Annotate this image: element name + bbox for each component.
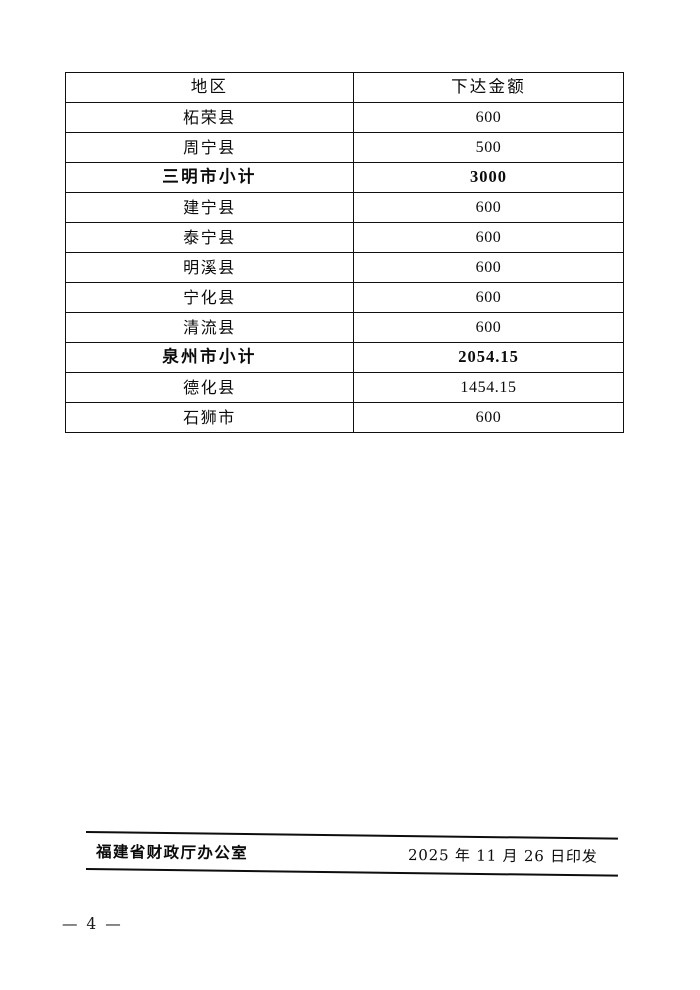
table-row: 清流县 600	[65, 312, 624, 343]
amount-cell: 600	[353, 252, 624, 283]
table-row: 柘荣县 600	[65, 102, 624, 133]
amount-cell: 600	[353, 312, 624, 343]
subtotal-region-cell: 三明市小计	[65, 162, 354, 193]
imprint-rule-bottom	[85, 868, 618, 878]
table-header: 地区 下达金额	[65, 72, 624, 103]
subtotal-amount-cell: 3000	[353, 162, 624, 193]
region-cell: 清流县	[65, 312, 354, 343]
imprint-rule-top	[85, 831, 618, 840]
table-row: 德化县 1454.15	[65, 372, 624, 403]
table-row: 周宁县 500	[65, 132, 624, 163]
column-header-region: 地区	[65, 72, 354, 103]
table-row: 石狮市 600	[65, 402, 624, 433]
amount-cell: 600	[353, 402, 624, 433]
region-cell: 周宁县	[65, 132, 354, 163]
table-row: 宁化县 600	[65, 282, 624, 313]
subtotal-region-cell: 泉州市小计	[65, 342, 354, 373]
table-row: 泰宁县 600	[65, 222, 624, 253]
region-cell: 石狮市	[65, 402, 354, 433]
region-cell: 建宁县	[65, 192, 354, 223]
subtotal-amount-cell: 2054.15	[353, 342, 624, 373]
amount-cell: 600	[353, 192, 624, 223]
allocation-table: 地区 下达金额 柘荣县 600 周宁县 500 三明市小计 3000 建宁县 600 泰宁县 60…	[65, 72, 624, 433]
amount-cell: 500	[353, 132, 624, 163]
amount-cell: 600	[353, 102, 624, 133]
issuing-office: 福建省财政厅办公室	[95, 842, 249, 863]
issue-date: 2025 年 11 月 26 日印发	[407, 846, 598, 866]
region-cell: 德化县	[65, 372, 354, 403]
table-header-row: 地区 下达金额	[65, 72, 624, 103]
table-body: 柘荣县 600 周宁县 500 三明市小计 3000 建宁县 600 泰宁县 600 明溪县 600 宁…	[65, 102, 624, 433]
region-cell: 泰宁县	[65, 222, 354, 253]
amount-cell: 600	[353, 222, 624, 253]
column-header-amount: 下达金额	[353, 72, 624, 103]
table-row: 建宁县 600	[65, 192, 624, 223]
table-row: 泉州市小计 2054.15	[65, 342, 624, 373]
region-cell: 宁化县	[65, 282, 354, 313]
page-number: — 4 —	[62, 915, 123, 933]
imprint-block: 福建省财政厅办公室 2025 年 11 月 26 日印发	[85, 828, 618, 880]
table-row: 三明市小计 3000	[65, 162, 624, 193]
amount-cell: 600	[353, 282, 624, 313]
imprint-row: 福建省财政厅办公室 2025 年 11 月 26 日印发	[86, 840, 618, 866]
region-cell: 明溪县	[65, 252, 354, 283]
region-cell: 柘荣县	[65, 102, 354, 133]
amount-cell: 1454.15	[353, 372, 624, 403]
table-row: 明溪县 600	[65, 252, 624, 283]
